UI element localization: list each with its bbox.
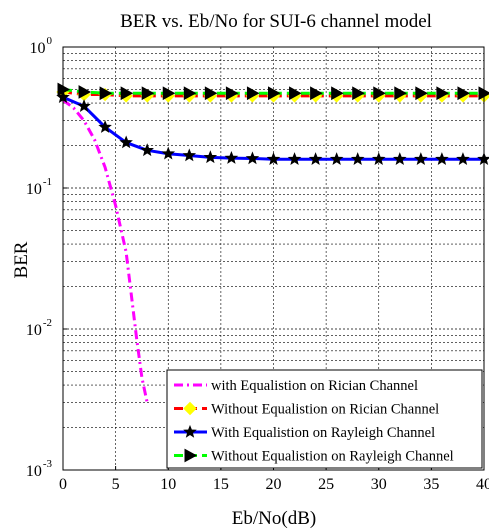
x-tick-label: 10 [160,476,176,493]
triangle-marker [78,85,92,99]
star-marker [245,151,260,165]
legend-label: Without Equalistion on Rayleigh Channel [211,449,454,465]
triangle-marker [120,86,134,101]
star-marker [414,152,428,165]
star-marker [224,150,239,164]
star-marker [456,152,470,165]
star-marker [203,150,218,164]
triangle-marker [99,86,113,101]
legend-label: with Equalistion on Rician Channel [211,378,418,394]
triangle-marker [373,86,386,101]
y-axis-label: BER [11,241,32,278]
x-tick-label: 25 [318,476,334,493]
star-marker [393,152,407,165]
x-tick-label: 20 [266,476,282,493]
y-tick-label: 10-3 [26,458,53,480]
legend-item: With Equalistion on Rayleigh Channel [174,424,435,441]
x-axis: 0 5 10 15 20 25 30 35 40 [59,466,489,493]
series-0 [62,98,149,404]
triangle-marker [141,86,155,101]
triangle-marker [183,86,197,101]
star-marker [183,424,197,438]
chart-title: BER vs. Eb/No for SUI-6 channel model [120,11,432,32]
triangle-marker [204,86,218,101]
triangle-marker [436,86,449,101]
triangle-marker [415,86,428,101]
star-marker [182,148,197,162]
series-line [62,98,149,404]
diamond-marker [183,401,197,416]
y-tick-exponent: -3 [43,458,53,470]
triangle-marker [310,86,323,101]
y-tick-label: 100 [30,35,53,57]
triangle-marker [289,86,302,101]
legend-box [166,369,483,469]
legend-label: With Equalistion on Rayleigh Channel [211,425,435,441]
star-marker [77,99,91,112]
x-tick-label: 30 [371,476,387,493]
series-layer [56,82,489,404]
legend-item: Without Equalistion on Rician Channel [174,402,439,418]
legend: with Equalistion on Rician Channel Withou… [166,369,483,469]
triangle-marker [184,448,198,463]
x-tick-label: 0 [59,476,67,493]
star-marker [287,152,302,165]
y-tick-label: 10-2 [26,317,52,339]
legend-item: Without Equalistion on Rayleigh Channel [174,449,454,465]
star-marker [119,135,133,149]
triangle-marker [268,86,281,101]
star-marker [266,152,281,165]
x-tick-label: 15 [213,476,229,493]
triangle-marker [457,86,470,101]
star-marker [329,152,344,165]
x-tick-label: 5 [112,476,120,493]
star-marker [435,152,449,165]
y-tick-label: 10-1 [26,176,52,198]
triangle-marker [162,86,176,101]
star-marker [161,146,176,160]
triangle-marker [225,86,239,101]
triangle-marker [331,86,344,101]
x-tick-label: 35 [423,476,439,493]
triangle-marker [394,86,407,101]
y-axis: 100 10-1 10-2 10-3 [26,35,67,480]
x-axis-label: Eb/No(dB) [232,508,316,529]
series-2 [56,90,489,165]
y-tick-exponent: 0 [47,35,53,47]
x-tick-label: 40 [476,476,489,493]
y-tick-exponent: -1 [43,176,52,188]
legend-item: with Equalistion on Rician Channel [174,378,418,394]
triangle-marker [352,86,365,101]
star-marker [140,143,154,157]
y-tick-exponent: -2 [43,317,52,329]
star-marker [350,152,365,165]
star-marker [308,152,323,165]
star-marker [371,152,386,165]
triangle-marker [246,86,260,101]
star-marker [98,120,112,133]
legend-label: Without Equalistion on Rician Channel [211,402,439,418]
